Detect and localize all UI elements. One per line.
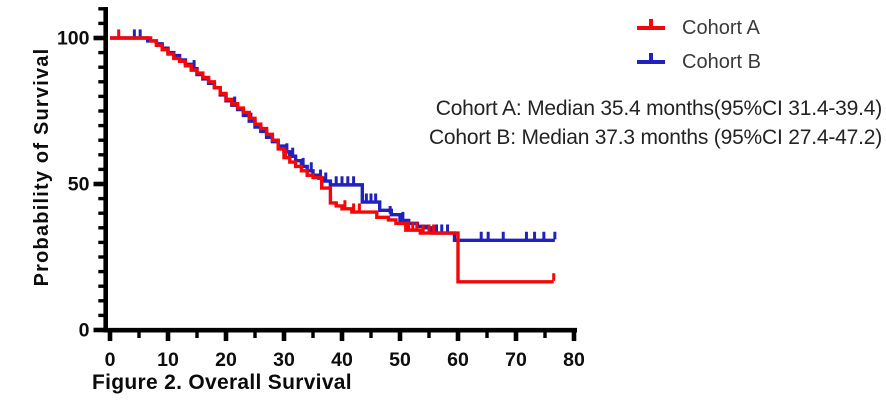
y-tick-label: 50 bbox=[68, 174, 90, 196]
y-tick-label: 0 bbox=[79, 320, 90, 342]
cohort-a-curve bbox=[110, 36, 554, 284]
x-tick-label: 80 bbox=[563, 349, 585, 371]
legend: Cohort A Cohort B bbox=[637, 11, 761, 79]
legend-label-cohort-a: Cohort A bbox=[682, 16, 760, 39]
cohort-b-censor-line-marker-icon bbox=[637, 53, 665, 64]
y-tick-label: 100 bbox=[57, 28, 90, 50]
cohort-b-censor-ticks bbox=[132, 29, 557, 240]
x-tick-label: 60 bbox=[447, 349, 469, 371]
x-tick-label: 0 bbox=[105, 349, 116, 371]
median-annotation-cohort-b: Cohort B: Median 37.3 months (95%CI 27.4… bbox=[428, 126, 882, 149]
legend-item-cohort-b: Cohort B bbox=[637, 45, 761, 79]
figure-caption: Figure 2. Overall Survival bbox=[92, 371, 352, 394]
cohort-a-censor-ticks bbox=[117, 29, 556, 281]
x-tick-label: 70 bbox=[505, 349, 527, 371]
median-annotation: Cohort A: Median 35.4 months(95%CI 31.4-… bbox=[429, 94, 882, 152]
x-tick-label: 20 bbox=[215, 349, 237, 371]
cohort-a-censor-line-marker-icon bbox=[637, 19, 665, 30]
x-tick-label: 40 bbox=[331, 349, 353, 371]
legend-label-cohort-b: Cohort B bbox=[682, 50, 761, 73]
legend-item-cohort-a: Cohort A bbox=[637, 11, 761, 45]
median-annotation-cohort-a: Cohort A: Median 35.4 months(95%CI 31.4-… bbox=[435, 97, 882, 120]
x-tick-label: 30 bbox=[273, 349, 295, 371]
x-tick-label: 10 bbox=[157, 349, 179, 371]
x-tick-label: 50 bbox=[389, 349, 411, 371]
